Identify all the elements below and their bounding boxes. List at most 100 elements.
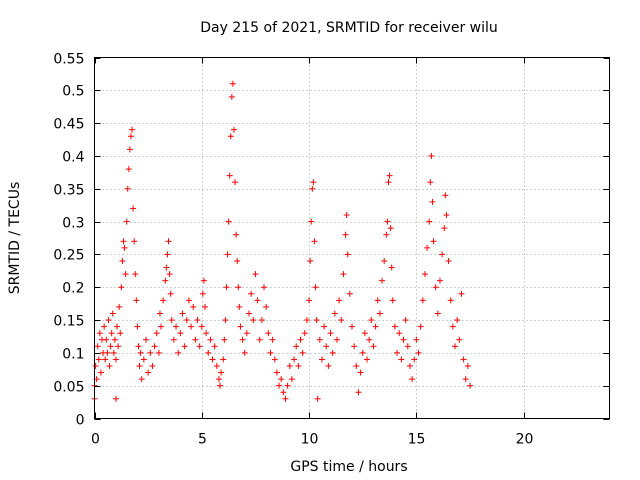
data-point bbox=[297, 336, 304, 343]
data-point bbox=[310, 179, 317, 186]
data-point bbox=[389, 297, 396, 304]
data-point bbox=[252, 271, 259, 278]
data-point bbox=[417, 323, 424, 330]
data-point bbox=[232, 179, 239, 186]
data-point bbox=[312, 284, 319, 291]
y-tick-label: 0.35 bbox=[53, 183, 84, 199]
data-point bbox=[228, 93, 235, 100]
data-point bbox=[217, 382, 224, 389]
data-point bbox=[153, 330, 160, 337]
data-point bbox=[447, 297, 454, 304]
data-point bbox=[168, 317, 175, 324]
data-point bbox=[404, 343, 411, 350]
data-point bbox=[458, 290, 465, 297]
data-point bbox=[308, 218, 315, 225]
data-point bbox=[400, 336, 407, 343]
data-point bbox=[125, 166, 132, 173]
data-point bbox=[442, 192, 449, 199]
data-point bbox=[301, 330, 308, 337]
data-point bbox=[282, 395, 289, 402]
data-point bbox=[132, 271, 139, 278]
data-point bbox=[121, 244, 128, 251]
data-point bbox=[398, 356, 405, 363]
data-point bbox=[225, 218, 232, 225]
data-point bbox=[131, 238, 138, 245]
data-point bbox=[246, 310, 252, 317]
data-point bbox=[267, 349, 274, 356]
data-point bbox=[394, 349, 401, 356]
data-point bbox=[158, 323, 165, 330]
data-point bbox=[198, 323, 205, 330]
data-point bbox=[419, 297, 426, 304]
y-tick-label: 0.2 bbox=[62, 281, 84, 297]
data-point bbox=[406, 362, 413, 369]
data-point bbox=[123, 218, 130, 225]
data-point bbox=[361, 330, 368, 337]
data-point bbox=[464, 362, 471, 369]
x-tick-label: 20 bbox=[516, 432, 534, 448]
data-point bbox=[239, 336, 246, 343]
data-point bbox=[177, 330, 184, 337]
data-point bbox=[196, 343, 203, 350]
data-point bbox=[436, 277, 443, 284]
data-point bbox=[112, 395, 119, 402]
data-point bbox=[170, 336, 177, 343]
axis-ticks bbox=[94, 57, 610, 420]
data-point bbox=[460, 356, 467, 363]
data-point bbox=[129, 126, 136, 133]
data-point bbox=[110, 349, 117, 356]
data-point bbox=[135, 343, 142, 350]
data-point bbox=[299, 349, 306, 356]
data-point bbox=[173, 323, 180, 330]
data-point bbox=[269, 336, 276, 343]
data-point bbox=[357, 369, 364, 376]
data-point bbox=[379, 277, 386, 284]
data-point bbox=[133, 297, 140, 304]
data-point bbox=[311, 238, 318, 245]
data-point bbox=[346, 290, 353, 297]
data-point bbox=[96, 330, 103, 337]
data-point bbox=[122, 271, 129, 278]
data-point bbox=[164, 251, 171, 258]
data-point bbox=[452, 343, 458, 350]
x-tick-label: 5 bbox=[198, 432, 207, 448]
data-point bbox=[258, 317, 265, 324]
data-point bbox=[396, 330, 403, 337]
data-point bbox=[117, 330, 124, 337]
data-point bbox=[106, 362, 113, 369]
data-point bbox=[353, 362, 360, 369]
data-point bbox=[156, 310, 163, 317]
data-point bbox=[166, 271, 173, 278]
data-point bbox=[192, 336, 199, 343]
y-tick-label: 0.25 bbox=[53, 248, 84, 264]
data-point bbox=[107, 343, 114, 350]
data-point bbox=[387, 225, 394, 232]
data-point bbox=[213, 362, 220, 369]
data-point bbox=[127, 133, 134, 140]
data-point bbox=[119, 257, 126, 264]
data-point bbox=[183, 317, 190, 324]
data-point bbox=[421, 271, 428, 278]
data-point bbox=[181, 343, 188, 350]
data-point bbox=[230, 126, 237, 133]
data-point bbox=[235, 284, 242, 291]
data-point bbox=[430, 238, 437, 245]
data-point bbox=[325, 362, 332, 369]
data-point bbox=[338, 317, 345, 324]
data-point bbox=[263, 303, 270, 310]
data-point bbox=[108, 330, 115, 337]
data-point bbox=[439, 251, 446, 258]
data-point bbox=[221, 336, 228, 343]
data-point bbox=[383, 231, 390, 238]
data-point bbox=[223, 284, 230, 291]
data-point bbox=[194, 317, 201, 324]
x-tick-labels: 0 5 10 15 20 bbox=[91, 432, 533, 448]
data-point bbox=[261, 284, 268, 291]
y-tick-label: 0.05 bbox=[53, 380, 84, 396]
y-tick-label: 0.1 bbox=[62, 347, 84, 363]
data-point bbox=[227, 133, 234, 140]
y-tick-labels: 0 0.05 0.1 0.15 0.2 0.25 0.3 0.35 0.4 0.45 0.5 0.55 bbox=[53, 52, 84, 429]
data-point bbox=[209, 356, 216, 363]
data-point bbox=[291, 356, 298, 363]
data-point bbox=[102, 356, 109, 363]
